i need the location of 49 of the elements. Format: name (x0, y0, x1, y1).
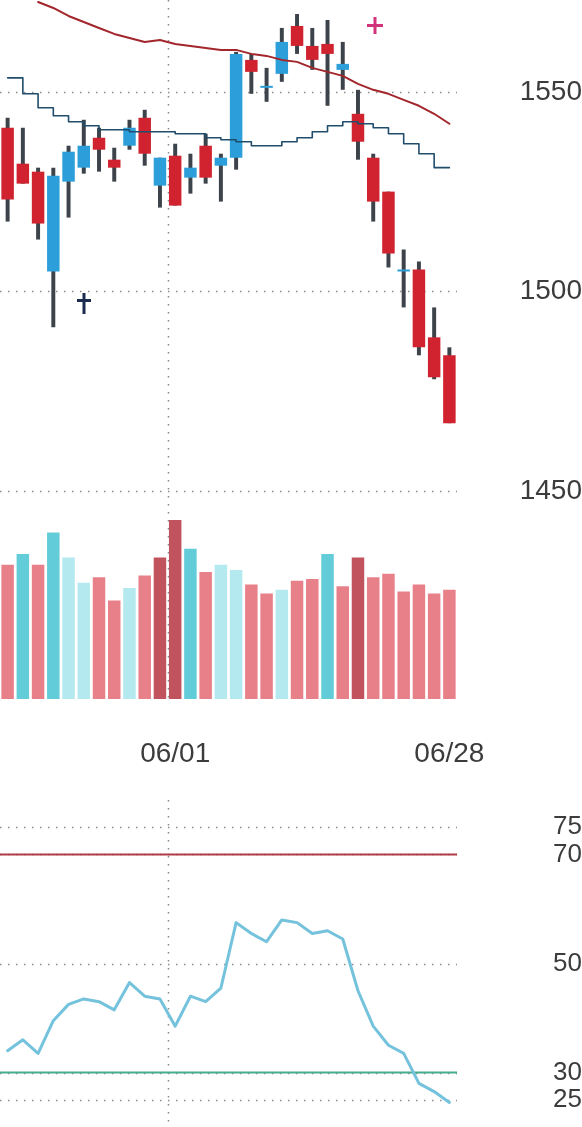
bar (62, 557, 75, 699)
bar (31, 564, 45, 699)
bar (336, 586, 349, 699)
bar (366, 577, 380, 699)
x-tick-label: 06/28 (414, 736, 485, 768)
bar (260, 593, 273, 699)
bar (1, 564, 14, 699)
candlestick (77, 119, 91, 174)
candlestick (321, 19, 334, 106)
bar (275, 589, 289, 699)
bar (108, 600, 121, 699)
bar (16, 554, 30, 699)
candlestick (245, 53, 258, 94)
bar (47, 532, 60, 699)
bar (397, 591, 410, 699)
candlestick (336, 41, 349, 90)
candlestick (290, 13, 304, 54)
bar (443, 589, 456, 699)
bar (77, 582, 91, 699)
bar (306, 579, 319, 699)
bar (321, 554, 334, 699)
bar (427, 593, 441, 699)
bar (214, 564, 228, 699)
candlestick (108, 147, 121, 182)
bar (199, 571, 212, 699)
bar (153, 557, 167, 699)
y-tick-label: 50 (553, 946, 582, 977)
candlestick (306, 27, 319, 70)
candlestick (260, 67, 273, 102)
bar (168, 520, 182, 699)
y-tick-label: 1550 (519, 74, 582, 106)
y-tick-label: 1500 (519, 274, 582, 306)
candlestick (397, 249, 410, 308)
y-tick-label: 1450 (519, 473, 582, 505)
bar (412, 584, 426, 699)
candlestick (184, 153, 197, 194)
bar (138, 575, 151, 699)
x-tick-label: 06/01 (140, 736, 211, 768)
candlestick (214, 153, 228, 202)
bar (382, 573, 395, 699)
bar (92, 577, 106, 699)
bar (184, 548, 197, 699)
bar (245, 584, 258, 699)
bar (351, 557, 365, 699)
bar (229, 570, 243, 699)
candlestick (16, 127, 30, 184)
bar (290, 580, 304, 699)
bar (123, 588, 136, 699)
candlestick (92, 127, 106, 172)
